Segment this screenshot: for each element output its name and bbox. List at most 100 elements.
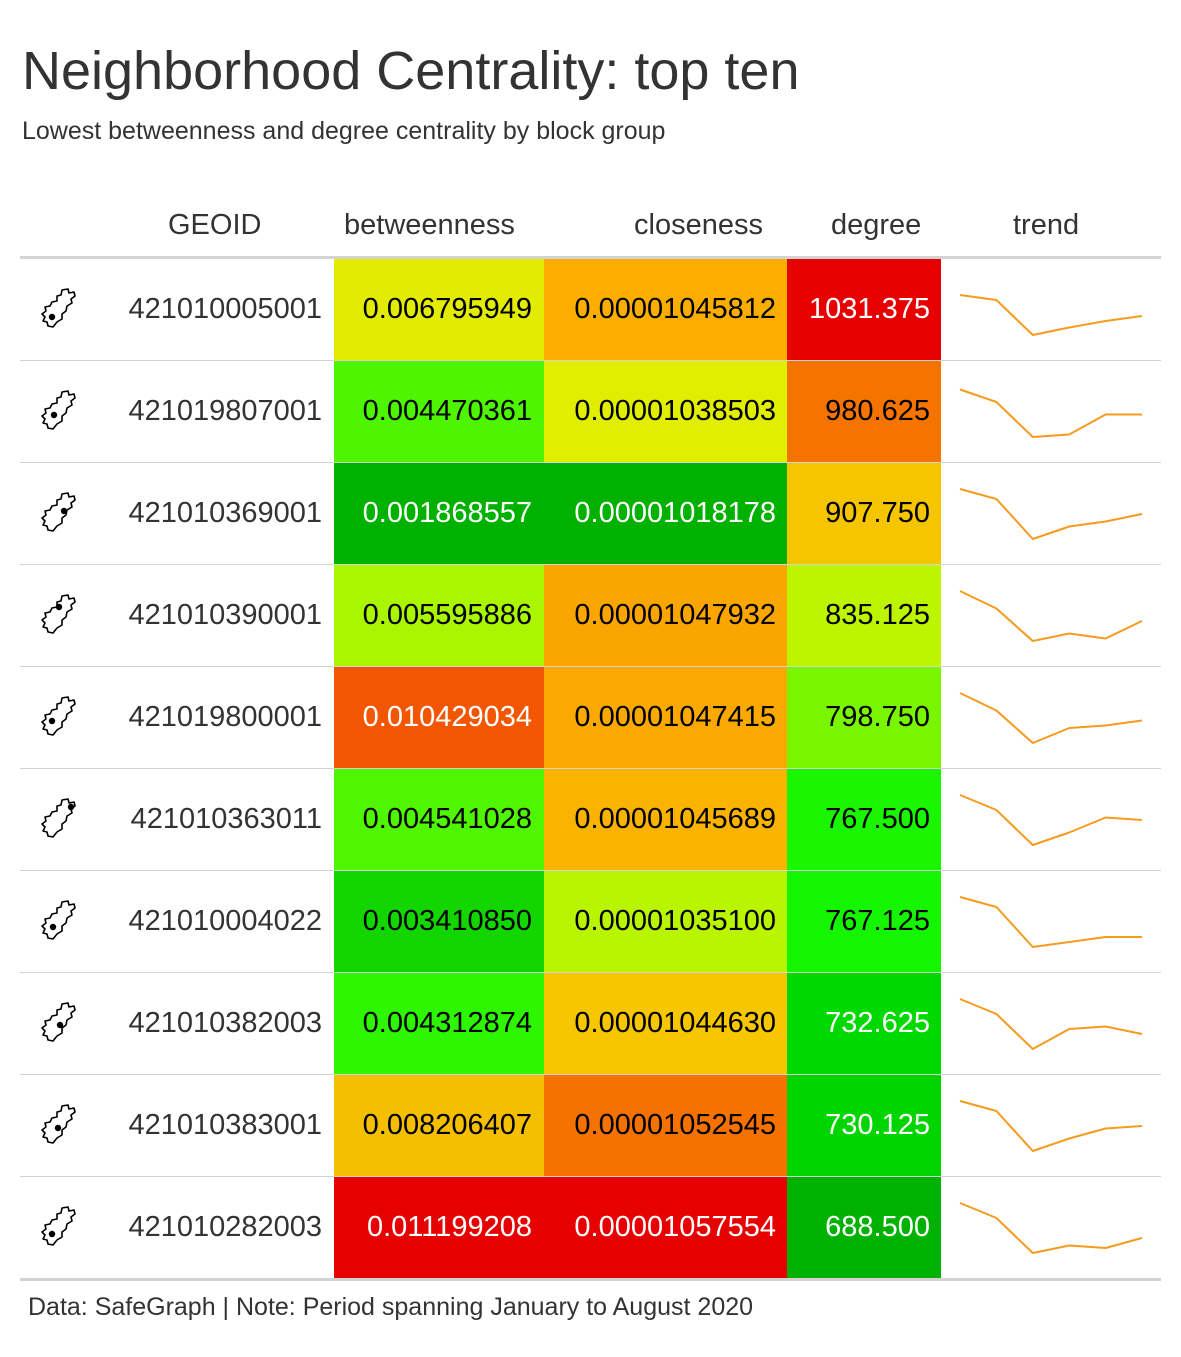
closeness-cell: 0.00001045689 <box>544 769 787 870</box>
row-separator <box>20 1074 1161 1075</box>
block-group-map-icon <box>38 1103 78 1147</box>
block-group-marker <box>55 603 63 611</box>
trend-sparkline <box>958 277 1144 343</box>
trend-sparkline <box>958 685 1144 751</box>
degree-cell: 1031.375 <box>787 259 941 360</box>
degree-cell: 798.750 <box>787 667 941 768</box>
trend-line <box>959 896 1142 948</box>
trend-line <box>959 590 1143 642</box>
table-row: 421010282003 0.011199208 0.00001057554 688.… <box>20 1177 1161 1279</box>
table-row: 421019800001 0.010429034 0.00001047415 798.… <box>20 667 1161 769</box>
header-betweenness: betweenness <box>344 209 515 241</box>
row-separator <box>20 462 1161 463</box>
betweenness-cell: 0.003410850 <box>334 871 544 972</box>
trend-sparkline <box>958 583 1144 649</box>
betweenness-cell: 0.006795949 <box>334 259 544 360</box>
geoid-cell: 421010369001 <box>128 497 322 529</box>
trend-sparkline <box>958 1093 1144 1159</box>
trend-sparkline <box>958 481 1144 547</box>
block-group-marker <box>56 1021 64 1029</box>
centrality-table: GEOID betweenness closeness degree trend… <box>20 200 1161 1282</box>
row-separator <box>20 870 1161 871</box>
block-group-marker <box>54 1124 62 1132</box>
table-row: 421010383001 0.008206407 0.00001052545 730.… <box>20 1075 1161 1177</box>
trend-sparkline <box>958 889 1144 955</box>
trend-line <box>959 1100 1143 1152</box>
header-trend: trend <box>1013 209 1080 241</box>
row-separator <box>20 666 1161 667</box>
geoid-cell: 421010390001 <box>128 599 322 631</box>
geoid-cell: 421010004022 <box>128 905 322 937</box>
closeness-cell: 0.00001018178 <box>544 463 787 564</box>
block-group-marker <box>48 313 56 321</box>
betweenness-cell: 0.008206407 <box>334 1075 544 1176</box>
degree-cell: 730.125 <box>787 1075 941 1176</box>
closeness-cell: 0.00001052545 <box>544 1075 787 1176</box>
bottom-rule <box>20 1278 1161 1281</box>
block-group-marker <box>49 923 57 931</box>
chart-caption: Data: SafeGraph | Note: Period spanning … <box>28 1293 754 1321</box>
betweenness-cell: 0.004541028 <box>334 769 544 870</box>
block-group-map-icon <box>38 287 78 331</box>
block-group-marker <box>48 717 56 725</box>
degree-cell: 767.125 <box>787 871 941 972</box>
table-row: 421010369001 0.001868557 0.00001018178 907.… <box>20 463 1161 565</box>
row-separator <box>20 1176 1161 1177</box>
trend-line <box>959 692 1143 744</box>
block-group-map-icon <box>38 491 78 535</box>
header-geoid: GEOID <box>168 209 262 241</box>
block-group-map-icon <box>38 797 78 841</box>
block-group-marker <box>60 507 68 515</box>
trend-line <box>959 1202 1143 1254</box>
block-group-marker <box>67 803 75 811</box>
geoid-cell: 421010005001 <box>128 293 322 325</box>
betweenness-cell: 0.011199208 <box>334 1177 544 1278</box>
row-separator <box>20 564 1161 565</box>
degree-cell: 688.500 <box>787 1177 941 1278</box>
closeness-cell: 0.00001045812 <box>544 259 787 360</box>
geoid-cell: 421010282003 <box>128 1211 322 1243</box>
closeness-cell: 0.00001047932 <box>544 565 787 666</box>
betweenness-cell: 0.010429034 <box>334 667 544 768</box>
trend-line <box>959 294 1143 336</box>
block-group-map-icon <box>38 1001 78 1045</box>
block-group-marker <box>48 1230 56 1238</box>
table-row: 421010004022 0.003410850 0.00001035100 767.… <box>20 871 1161 973</box>
degree-cell: 767.500 <box>787 769 941 870</box>
row-separator <box>20 972 1161 973</box>
table-row: 421010382003 0.004312874 0.00001044630 732.… <box>20 973 1161 1075</box>
header-closeness: closeness <box>634 209 763 241</box>
block-group-map-icon <box>38 593 78 637</box>
trend-line <box>959 388 1142 438</box>
geoid-cell: 421010382003 <box>128 1007 322 1039</box>
trend-sparkline <box>958 1195 1144 1261</box>
betweenness-cell: 0.005595886 <box>334 565 544 666</box>
row-separator <box>20 768 1161 769</box>
block-group-map-icon <box>38 1205 78 1249</box>
trend-sparkline <box>958 991 1144 1057</box>
row-separator <box>20 360 1161 361</box>
trend-sparkline <box>958 787 1144 853</box>
betweenness-cell: 0.004470361 <box>334 361 544 462</box>
trend-line <box>959 488 1143 540</box>
block-group-map-icon <box>38 695 78 739</box>
closeness-cell: 0.00001057554 <box>544 1177 787 1278</box>
closeness-cell: 0.00001044630 <box>544 973 787 1074</box>
degree-cell: 980.625 <box>787 361 941 462</box>
degree-cell: 907.750 <box>787 463 941 564</box>
closeness-cell: 0.00001047415 <box>544 667 787 768</box>
block-group-map-icon <box>38 899 78 943</box>
trend-sparkline <box>958 379 1144 445</box>
geoid-cell: 421019800001 <box>128 701 322 733</box>
closeness-cell: 0.00001035100 <box>544 871 787 972</box>
betweenness-cell: 0.004312874 <box>334 973 544 1074</box>
trend-line <box>959 794 1143 846</box>
table-row: 421019807001 0.004470361 0.00001038503 980.… <box>20 361 1161 463</box>
chart-subtitle: Lowest betweenness and degree centrality… <box>22 117 666 145</box>
geoid-cell: 421019807001 <box>128 395 322 427</box>
chart-title: Neighborhood Centrality: top ten <box>22 41 800 101</box>
table-row: 421010363011 0.004541028 0.00001045689 767.… <box>20 769 1161 871</box>
geoid-cell: 421010383001 <box>128 1109 322 1141</box>
header-rule <box>20 256 1161 259</box>
block-group-marker <box>50 411 58 419</box>
